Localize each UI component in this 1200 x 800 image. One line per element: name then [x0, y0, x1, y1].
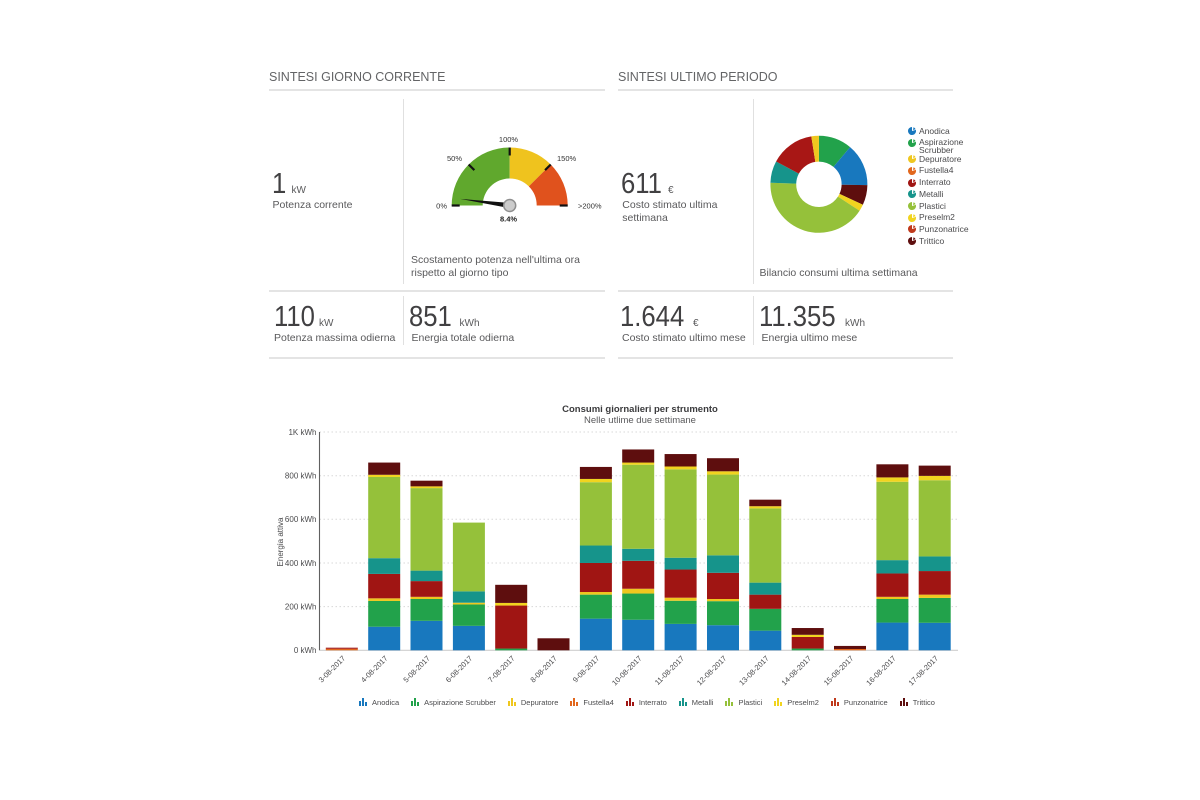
- svg-text:Energia attiva: Energia attiva: [276, 517, 285, 566]
- svg-text:13-08-2017: 13-08-2017: [737, 654, 770, 687]
- svg-text:200 kWh: 200 kWh: [285, 602, 317, 611]
- svg-text:800 kWh: 800 kWh: [285, 472, 317, 481]
- svg-text:4-08-2017: 4-08-2017: [359, 654, 390, 685]
- svg-text:8-08-2017: 8-08-2017: [528, 654, 559, 685]
- svg-text:5-08-2017: 5-08-2017: [401, 654, 432, 685]
- svg-text:6-08-2017: 6-08-2017: [444, 654, 475, 685]
- svg-text:1K kWh: 1K kWh: [288, 428, 316, 437]
- svg-text:17-08-2017: 17-08-2017: [907, 654, 940, 687]
- svg-text:150%: 150%: [557, 154, 577, 163]
- svg-text:100%: 100%: [499, 135, 519, 144]
- svg-text:8.4%: 8.4%: [500, 215, 517, 224]
- svg-text:11-08-2017: 11-08-2017: [653, 654, 686, 687]
- svg-text:12-08-2017: 12-08-2017: [695, 654, 728, 687]
- svg-text:50%: 50%: [447, 154, 462, 163]
- svg-text:7-08-2017: 7-08-2017: [486, 654, 517, 685]
- svg-text:14-08-2017: 14-08-2017: [780, 654, 813, 687]
- svg-text:>200%: >200%: [578, 202, 602, 211]
- svg-text:0%: 0%: [436, 202, 447, 211]
- svg-text:400 kWh: 400 kWh: [285, 559, 317, 568]
- svg-text:15-08-2017: 15-08-2017: [822, 654, 855, 687]
- svg-text:3-08-2017: 3-08-2017: [317, 654, 348, 685]
- svg-text:0 kWh: 0 kWh: [294, 646, 317, 655]
- svg-text:9-08-2017: 9-08-2017: [571, 654, 602, 685]
- svg-text:600 kWh: 600 kWh: [285, 515, 317, 524]
- svg-text:16-08-2017: 16-08-2017: [864, 654, 897, 687]
- svg-text:10-08-2017: 10-08-2017: [610, 654, 643, 687]
